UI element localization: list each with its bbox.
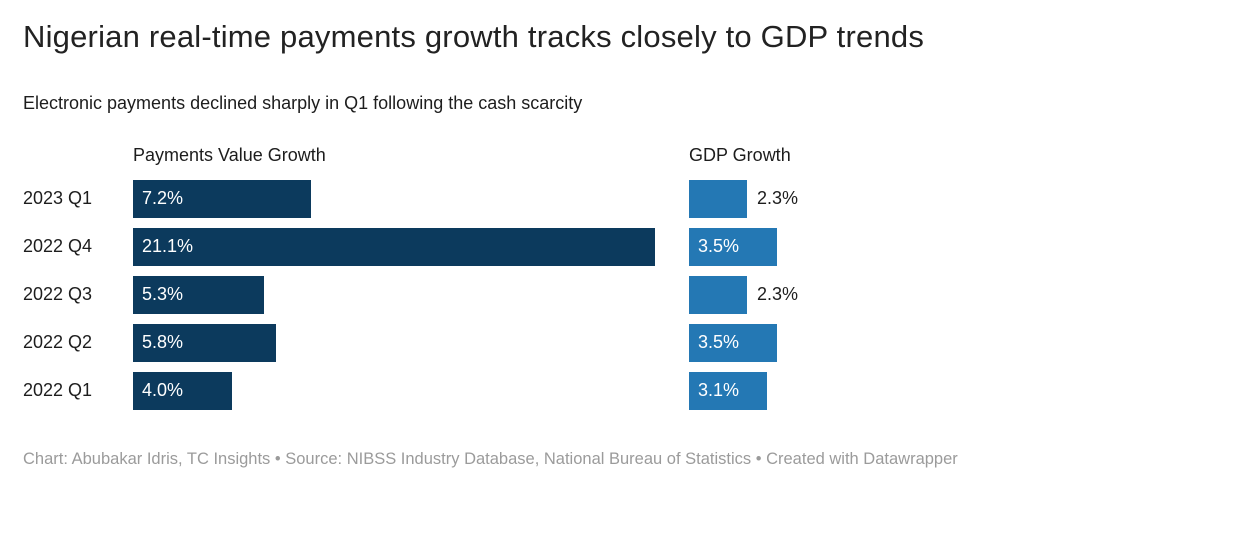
bar-value-label: 3.5%: [698, 236, 740, 257]
payments-bar: 5.8%: [133, 323, 276, 362]
bar-cell: 5.3%: [133, 275, 689, 314]
bar-cell: 3.5%: [689, 323, 1217, 362]
row-label: 2023 Q1: [23, 188, 93, 209]
payments-bar: 21.1%: [133, 227, 655, 266]
header-spacer: [23, 145, 133, 166]
column-headers: Payments Value Growth GDP Growth: [23, 145, 1217, 166]
bar-cell: 2.3%: [689, 179, 1217, 218]
gdp-bar: 3.5%: [689, 227, 777, 266]
bar-value-label: 7.2%: [142, 188, 184, 209]
gdp-bar: 3.5%: [689, 323, 777, 362]
bar-value-label: 3.1%: [698, 380, 740, 401]
bar-value-label: 2.3%: [757, 188, 799, 209]
bar-cell: 3.5%: [689, 227, 1217, 266]
payments-bar: 4.0%: [133, 371, 232, 410]
chart-row: 2022 Q3 5.3% 2.3%: [23, 275, 1217, 314]
chart-footer-credit: Chart: Abubakar Idris, TC Insights • Sou…: [23, 449, 958, 468]
payments-bar: 5.3%: [133, 275, 264, 314]
bar-value-label: 3.5%: [698, 332, 740, 353]
gdp-bar: [689, 275, 747, 314]
chart-title: Nigerian real-time payments growth track…: [23, 19, 925, 54]
row-label: 2022 Q3: [23, 284, 93, 305]
bar-value-label: 5.3%: [142, 284, 184, 305]
bar-cell: 21.1%: [133, 227, 689, 266]
gdp-bar: [689, 179, 747, 218]
payments-bar: 7.2%: [133, 179, 311, 218]
bar-value-label: 21.1%: [142, 236, 194, 257]
row-label: 2022 Q4: [23, 236, 93, 257]
chart-row: 2022 Q1 4.0% 3.1%: [23, 371, 1217, 410]
bar-cell: 4.0%: [133, 371, 689, 410]
chart-rows: 2023 Q1 7.2% 2.3% 2022 Q4 21.1% 3.5% 2022 Q3 5.…: [23, 179, 1217, 410]
bar-cell: 7.2%: [133, 179, 689, 218]
bar-cell: 3.1%: [689, 371, 1217, 410]
bar-value-label: 4.0%: [142, 380, 184, 401]
row-label: 2022 Q1: [23, 380, 93, 401]
chart-row: 2022 Q4 21.1% 3.5%: [23, 227, 1217, 266]
bar-value-label: 2.3%: [757, 284, 799, 305]
chart-row: 2022 Q2 5.8% 3.5%: [23, 323, 1217, 362]
header-gdp-growth: GDP Growth: [689, 144, 791, 165]
chart-container: Nigerian real-time payments growth track…: [23, 19, 1217, 468]
row-label: 2022 Q2: [23, 332, 93, 353]
bar-cell: 5.8%: [133, 323, 689, 362]
gdp-bar: 3.1%: [689, 371, 767, 410]
chart-subtitle: Electronic payments declined sharply in …: [23, 92, 583, 113]
bar-cell: 2.3%: [689, 275, 1217, 314]
header-payments-growth: Payments Value Growth: [133, 144, 326, 165]
chart-row: 2023 Q1 7.2% 2.3%: [23, 179, 1217, 218]
bar-value-label: 5.8%: [142, 332, 184, 353]
